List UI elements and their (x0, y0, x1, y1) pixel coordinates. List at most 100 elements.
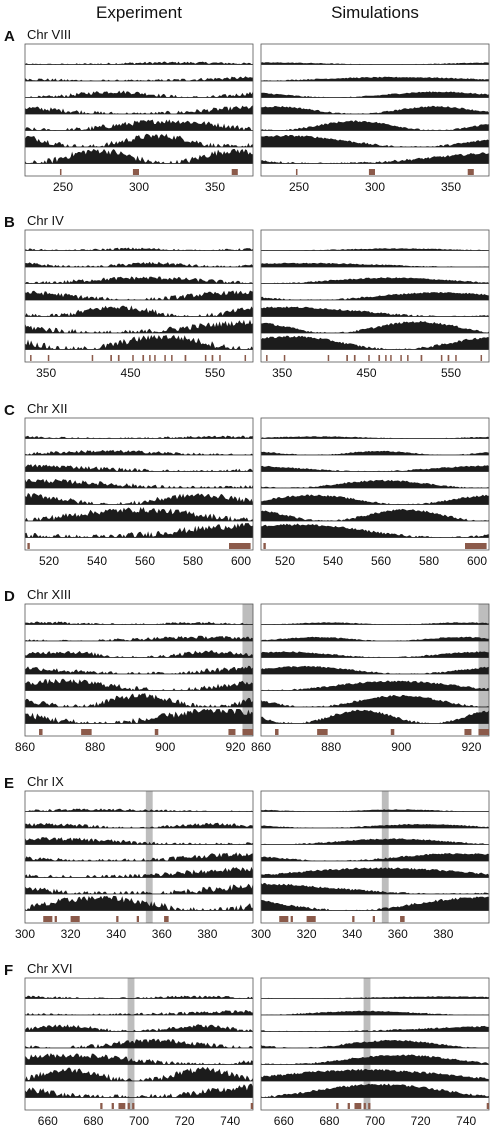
origin-marker (464, 729, 472, 735)
x-tick-label: 680 (319, 1114, 339, 1126)
plot-frame (24, 603, 254, 737)
experiment-plot: 300 320 340 360 380 (15, 790, 254, 941)
origin-marker (117, 355, 120, 361)
x-tick-label: 880 (321, 740, 341, 754)
track-1 (25, 621, 253, 625)
origin-marker (204, 355, 207, 361)
origin-marker (400, 355, 402, 361)
panel-E: E Chr IX 300 320 340 360 380 300 320 340 360 380 (4, 774, 490, 941)
origin-marker (480, 355, 483, 361)
x-tick-label: 360 (152, 927, 172, 941)
highlight-band (381, 791, 389, 923)
track-5 (25, 305, 253, 317)
origin-marker (132, 1103, 135, 1109)
track-4 (261, 1039, 489, 1048)
track-3 (261, 91, 489, 98)
panel-F: F Chr XVI 660 680 700 720 740 660 680 700 720 740 (4, 961, 490, 1126)
track-6 (25, 507, 253, 521)
origin-marker (478, 729, 489, 735)
track-1 (25, 247, 253, 251)
track-7 (261, 335, 489, 350)
origin-marker (385, 355, 387, 361)
origin-marker (368, 169, 375, 175)
origin-marker (465, 543, 487, 549)
track-1 (25, 995, 253, 999)
track-1 (25, 808, 253, 812)
track-2 (25, 822, 253, 828)
x-tick-label: 580 (419, 554, 439, 568)
plot-frame (24, 977, 254, 1111)
origin-marker (327, 355, 330, 361)
x-tick-label: 340 (342, 927, 362, 941)
panel-letter: D (4, 588, 15, 605)
track-5 (261, 867, 489, 878)
x-tick-label: 350 (205, 180, 225, 194)
origin-marker (263, 543, 266, 549)
track-1 (261, 248, 489, 251)
origin-marker (390, 729, 395, 735)
simulation-plot: 300 320 340 360 380 (251, 790, 490, 941)
x-tick-label: 540 (87, 554, 107, 568)
x-tick-label: 660 (274, 1114, 294, 1126)
track-3 (25, 837, 253, 845)
column-title-simulations: Simulations (331, 3, 419, 22)
x-tick-label: 450 (121, 366, 141, 380)
origin-marker (59, 169, 62, 175)
track-3 (261, 465, 489, 472)
origin-marker (242, 729, 253, 735)
panel-A: A Chr VIII 250 300 350 250 300 350 (4, 27, 490, 194)
track-5 (25, 866, 253, 878)
origin-marker (347, 1103, 350, 1109)
origin-marker (118, 1103, 126, 1109)
track-1 (25, 435, 253, 439)
track-4 (25, 1038, 253, 1048)
origin-marker (467, 169, 474, 175)
x-tick-label: 600 (467, 554, 487, 568)
origin-marker (111, 1103, 114, 1109)
chromosome-label: Chr XIII (27, 587, 71, 602)
x-tick-label: 740 (220, 1114, 240, 1126)
x-tick-label: 550 (441, 366, 461, 380)
origin-marker (70, 916, 80, 922)
chromosome-label: Chr XII (27, 401, 67, 416)
panel-letter: A (4, 28, 15, 45)
track-3 (25, 1024, 253, 1032)
track-1 (261, 809, 489, 812)
track-3 (25, 464, 253, 472)
track-7 (25, 149, 253, 164)
x-tick-label: 700 (129, 1114, 149, 1126)
track-4 (261, 105, 489, 114)
track-4 (261, 665, 489, 674)
origin-marker (455, 355, 457, 361)
highlight-band (145, 791, 153, 923)
x-tick-label: 860 (251, 740, 271, 754)
plot-frame (24, 417, 254, 551)
track-2 (25, 1010, 253, 1015)
origin-marker (420, 355, 423, 361)
x-tick-label: 520 (275, 554, 295, 568)
track-5 (261, 120, 489, 131)
panel-letter: B (4, 214, 15, 231)
origin-marker (295, 169, 298, 175)
origin-marker (390, 355, 392, 361)
plot-frame (260, 43, 490, 177)
track-4 (25, 105, 253, 114)
track-4 (261, 853, 489, 861)
x-tick-label: 250 (53, 180, 73, 194)
track-6 (261, 508, 489, 521)
x-tick-label: 300 (15, 927, 35, 941)
track-7 (261, 896, 489, 911)
track-6 (261, 695, 489, 707)
origin-marker (407, 355, 409, 361)
track-2 (261, 450, 489, 455)
plot-frame (24, 43, 254, 177)
x-tick-label: 380 (197, 927, 217, 941)
x-tick-label: 300 (251, 927, 271, 941)
chromosome-label: Chr IX (27, 774, 64, 789)
origin-marker (231, 169, 238, 175)
plot-frame (24, 229, 254, 363)
track-1 (261, 996, 489, 999)
track-5 (25, 1053, 253, 1065)
track-2 (261, 1010, 489, 1015)
plot-frame (260, 790, 490, 924)
